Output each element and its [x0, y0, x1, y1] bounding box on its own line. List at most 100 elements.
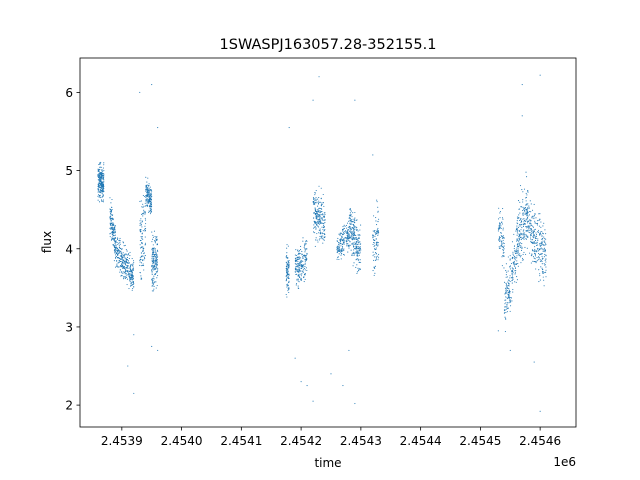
data-point	[122, 261, 124, 263]
data-point	[348, 235, 350, 238]
data-point	[139, 261, 141, 263]
data-point	[356, 264, 358, 266]
data-point	[529, 219, 531, 221]
data-point	[515, 229, 518, 231]
data-point	[146, 203, 148, 205]
data-point	[144, 212, 146, 214]
data-point	[153, 254, 155, 256]
data-point	[524, 212, 526, 214]
data-point	[514, 267, 517, 269]
data-point	[324, 222, 326, 224]
data-point	[355, 234, 357, 237]
data-point	[340, 245, 342, 247]
data-point	[516, 247, 518, 249]
data-point	[142, 260, 144, 262]
data-point	[109, 236, 111, 238]
data-point	[150, 201, 152, 203]
data-point	[372, 234, 374, 236]
data-point	[511, 241, 514, 243]
data-point	[336, 247, 338, 249]
data-point	[155, 255, 157, 257]
data-point	[129, 278, 131, 280]
data-point	[156, 254, 158, 256]
data-point	[103, 162, 105, 164]
data-point	[499, 239, 501, 241]
data-point	[99, 176, 101, 178]
data-point	[351, 216, 353, 218]
data-point	[323, 226, 325, 228]
data-point	[130, 276, 132, 278]
data-point	[516, 216, 519, 218]
data-point	[520, 238, 522, 241]
data-point	[349, 208, 351, 210]
data-point	[375, 253, 377, 255]
data-point	[502, 236, 504, 238]
data-point	[304, 269, 306, 271]
data-point	[502, 235, 504, 237]
data-point	[314, 207, 316, 209]
data-point	[347, 243, 349, 245]
data-point	[120, 247, 122, 249]
data-point	[544, 259, 546, 261]
data-point	[143, 257, 145, 259]
data-point	[540, 266, 542, 268]
data-point	[111, 209, 113, 211]
data-point	[520, 236, 522, 238]
data-point	[130, 270, 132, 272]
data-point	[303, 281, 305, 283]
data-point	[523, 208, 525, 210]
data-point	[298, 258, 300, 260]
data-point	[124, 263, 126, 265]
data-point	[501, 237, 503, 239]
data-point	[540, 260, 542, 262]
data-point	[153, 251, 155, 253]
data-point	[524, 246, 526, 249]
data-point	[121, 262, 123, 265]
data-point	[132, 260, 135, 262]
data-point	[140, 275, 142, 277]
data-point	[98, 196, 100, 198]
data-point	[541, 235, 543, 237]
data-point	[505, 274, 507, 276]
data-point	[109, 215, 111, 217]
data-point	[339, 234, 341, 236]
data-point	[508, 297, 510, 299]
data-point	[318, 201, 320, 204]
data-point	[151, 270, 153, 272]
data-point	[509, 280, 511, 283]
data-point	[144, 228, 146, 230]
data-point	[110, 210, 112, 212]
data-point	[514, 259, 516, 261]
data-point	[348, 214, 350, 216]
data-point	[300, 245, 302, 248]
data-point	[102, 183, 104, 185]
data-point	[340, 238, 342, 240]
data-point	[316, 214, 318, 216]
data-point	[319, 235, 321, 237]
data-point	[358, 248, 360, 250]
data-point	[123, 245, 125, 247]
data-point	[319, 221, 321, 223]
data-point	[151, 270, 153, 273]
data-point	[97, 195, 99, 197]
data-point	[114, 248, 116, 251]
data-point	[112, 244, 114, 246]
data-point	[354, 237, 356, 239]
data-point	[347, 238, 349, 240]
data-point	[102, 181, 104, 183]
data-point	[128, 275, 130, 277]
data-point	[337, 245, 339, 247]
data-point	[510, 297, 512, 299]
data-point	[538, 269, 540, 271]
data-point	[534, 260, 536, 263]
data-point	[113, 231, 115, 233]
data-point	[152, 277, 154, 279]
data-point	[120, 251, 122, 253]
data-point	[504, 309, 506, 311]
data-point	[323, 229, 325, 231]
data-point	[357, 230, 359, 232]
data-point	[315, 215, 317, 217]
data-point	[518, 236, 520, 238]
data-point	[98, 176, 100, 178]
data-point	[151, 190, 153, 192]
